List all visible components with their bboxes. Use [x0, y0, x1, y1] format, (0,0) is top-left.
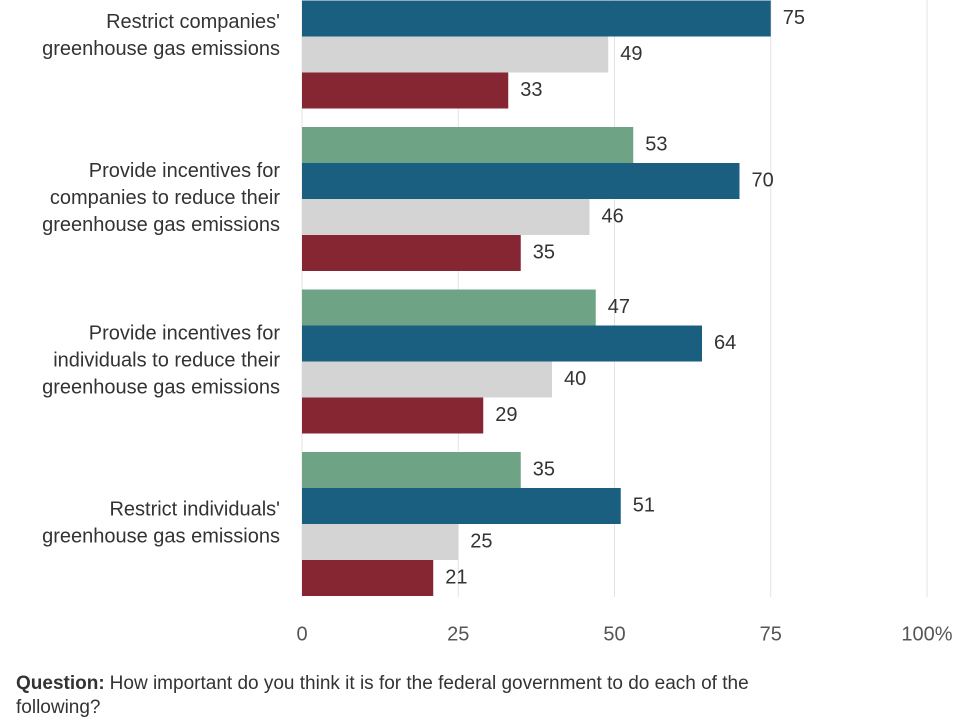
bar — [302, 524, 459, 560]
value-label: 35 — [533, 458, 555, 480]
value-label: 29 — [495, 404, 517, 426]
footnote-line: following? — [16, 697, 101, 718]
x-tick-label: 25 — [447, 623, 469, 645]
value-label: 35 — [533, 241, 555, 263]
bar — [302, 325, 702, 362]
value-label: 40 — [564, 368, 586, 390]
x-tick-label: 0 — [296, 623, 307, 645]
value-label: 64 — [714, 332, 736, 354]
category-label-line: Provide incentives for — [89, 160, 281, 182]
bar — [302, 0, 771, 37]
value-label: 33 — [520, 79, 542, 101]
category-label-line: individuals to reduce their — [53, 350, 280, 372]
bar — [302, 452, 521, 488]
value-label: 49 — [620, 43, 642, 65]
bar — [302, 72, 509, 109]
category-label-line: Restrict companies' — [106, 11, 280, 33]
x-tick-label: 50 — [603, 623, 625, 645]
value-label: 75 — [783, 7, 805, 29]
bar — [302, 488, 621, 524]
value-label: 53 — [645, 133, 667, 155]
footnote-label: Question: — [16, 673, 105, 694]
category-label-line: Provide incentives for — [89, 323, 281, 345]
value-label: 21 — [445, 566, 467, 588]
category-label: Provide incentives for companies to reduc… — [42, 160, 280, 236]
bar — [302, 199, 590, 235]
value-label: 46 — [602, 205, 624, 227]
bar — [302, 361, 552, 398]
value-label: 70 — [752, 169, 774, 191]
value-label: 47 — [608, 296, 630, 318]
footnote: Question: How important do you think it i… — [16, 673, 749, 718]
bar — [302, 36, 609, 73]
category-label-line: greenhouse gas emissions — [42, 38, 280, 60]
footnote-line: Question: How important do you think it i… — [16, 673, 749, 694]
category-label: Restrict companies' greenhouse gas emissi… — [42, 11, 280, 60]
category-label: Provide incentives for individuals to red… — [42, 323, 280, 399]
category-label-line: greenhouse gas emissions — [42, 377, 280, 399]
bar — [302, 235, 521, 271]
bar — [302, 127, 634, 163]
category-label: Restrict individuals' greenhouse gas emis… — [42, 499, 280, 548]
value-label: 51 — [633, 494, 655, 516]
value-label: 25 — [470, 530, 492, 552]
x-tick-label: 100% — [901, 623, 952, 645]
x-tick-label: 75 — [760, 623, 782, 645]
footnote-text: How important do you think it is for the… — [110, 673, 749, 694]
bar — [302, 163, 740, 199]
category-label-line: greenhouse gas emissions — [42, 214, 280, 236]
category-label-line: companies to reduce their — [50, 187, 280, 209]
bar — [302, 397, 484, 434]
bar — [302, 560, 434, 596]
category-label-line: Restrict individuals' — [109, 499, 280, 521]
bar — [302, 289, 596, 326]
category-label-line: greenhouse gas emissions — [42, 526, 280, 548]
footnote-text: following? — [16, 697, 101, 718]
